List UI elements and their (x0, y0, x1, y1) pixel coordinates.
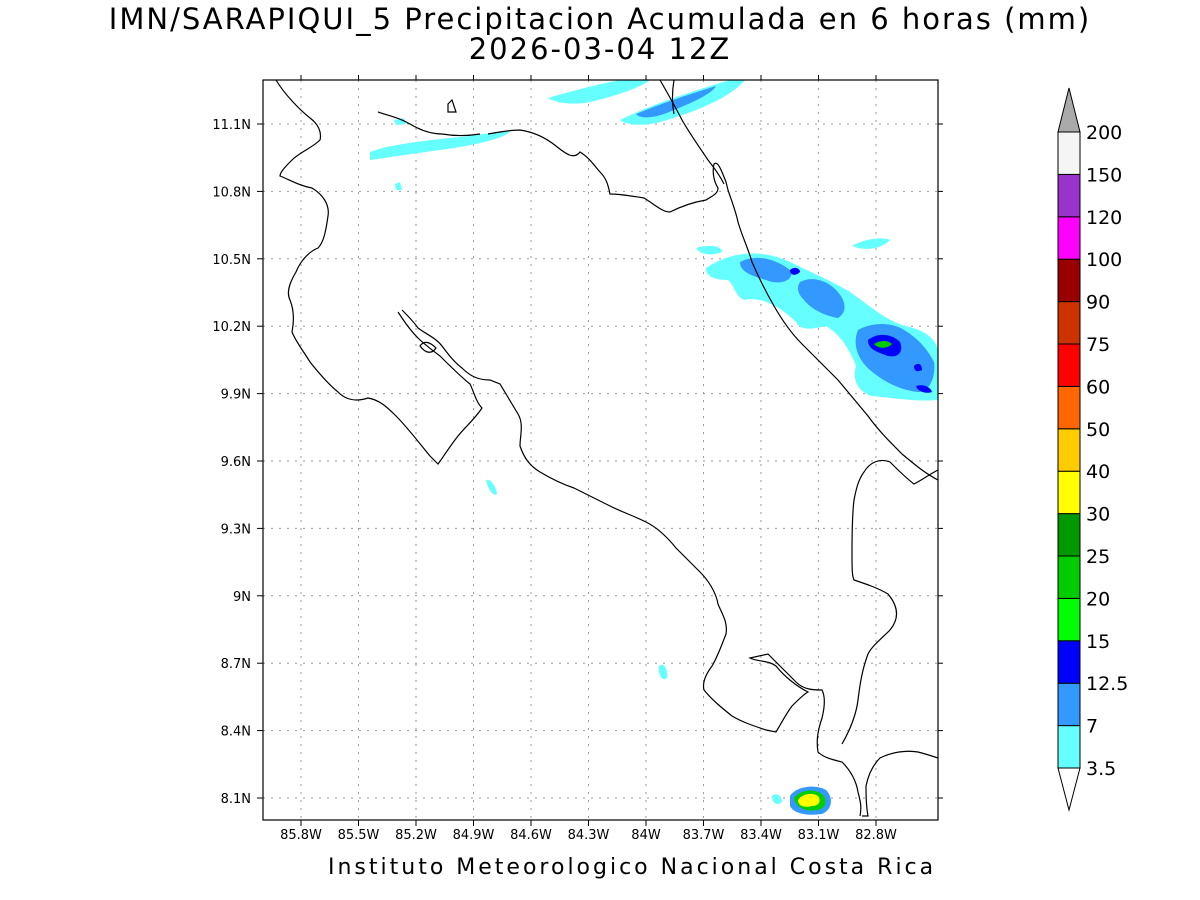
colorbar-segment (1057, 343, 1081, 387)
footer-text: Instituto Meteorologico Nacional Costa R… (328, 855, 937, 880)
lon-tick-label: 82.8W (855, 828, 897, 843)
colorbar-label: 50 (1086, 419, 1110, 441)
colorbar-segment (1057, 682, 1081, 727)
colorbar-lower-arrow (1057, 767, 1081, 812)
colorbar-segment (1057, 428, 1081, 472)
colorbar-segment (1057, 513, 1081, 557)
lat-tick-label: 10.5N (212, 253, 251, 268)
colorbar-segment (1057, 385, 1081, 430)
lon-tick-label: 85.2W (395, 828, 437, 843)
colorbar-upper-arrow (1057, 87, 1081, 133)
lon-tick-label: 85.5W (338, 828, 380, 843)
lon-tick-label: 85.8W (280, 828, 322, 843)
lat-tick-label: 8.1N (221, 792, 251, 807)
lat-tick-label: 9N (233, 590, 251, 605)
colorbar-label: 40 (1086, 461, 1110, 483)
colorbar-segment (1057, 131, 1081, 175)
colorbar-segment (1057, 258, 1081, 303)
lon-tick-label: 83.1W (798, 828, 840, 843)
lat-tick-label: 11.1N (212, 118, 251, 133)
colorbar-label: 20 (1086, 588, 1110, 610)
colorbar-segment (1057, 470, 1081, 515)
colorbar-label: 25 (1086, 546, 1110, 568)
colorbar-label: 75 (1086, 334, 1110, 356)
colorbar-segment (1057, 301, 1081, 345)
lat-tick-label: 8.7N (221, 657, 251, 672)
lon-tick-label: 83.7W (683, 828, 725, 843)
colorbar-label: 120 (1086, 207, 1122, 229)
colorbar-segment (1057, 216, 1081, 260)
lon-tick-label: 84.6W (510, 828, 552, 843)
lat-tick-label: 9.9N (221, 388, 251, 403)
colorbar-segment (1057, 555, 1081, 599)
lat-tick-label: 9.3N (221, 522, 251, 537)
colorbar-label: 3.5 (1086, 758, 1116, 780)
coastline (275, 79, 939, 817)
precipitation-field (370, 80, 938, 815)
colorbar-label: 15 (1086, 631, 1110, 653)
colorbar-label: 90 (1086, 292, 1110, 314)
precipitation-colorbar: 3.5 7 12.5 15 20 25 30 40 50 60 75 90 100 120 150 200 (1057, 87, 1128, 812)
lat-tick-label: 10.2N (212, 320, 251, 335)
lat-tick-label: 10.8N (212, 185, 251, 200)
colorbar-label: 60 (1086, 376, 1110, 398)
colorbar-label: 7 (1086, 716, 1098, 738)
lon-tick-label: 84.3W (568, 828, 610, 843)
map-title: IMN/SARAPIQUI_5 Precipitacion Acumulada … (108, 2, 1092, 36)
colorbar-segment (1057, 173, 1081, 218)
lon-tick-label: 84W (631, 828, 661, 843)
map-frame (262, 79, 939, 821)
colorbar-label: 100 (1086, 249, 1122, 271)
colorbar-segment (1057, 597, 1081, 642)
colorbar-label: 150 (1086, 164, 1122, 186)
lat-tick-label: 8.4N (221, 725, 251, 740)
lat-tick-label: 9.6N (221, 455, 251, 470)
colorbar-segment (1057, 640, 1081, 684)
colorbar-label: 30 (1086, 504, 1110, 526)
colorbar-label: 200 (1086, 122, 1122, 144)
map-date: 2026-03-04 12Z (468, 32, 732, 66)
graticule-grid (263, 80, 938, 820)
lon-tick-label: 83.4W (740, 828, 782, 843)
colorbar-label: 12.5 (1086, 673, 1128, 695)
colorbar-segment (1057, 725, 1081, 769)
lon-tick-label: 84.9W (453, 828, 495, 843)
